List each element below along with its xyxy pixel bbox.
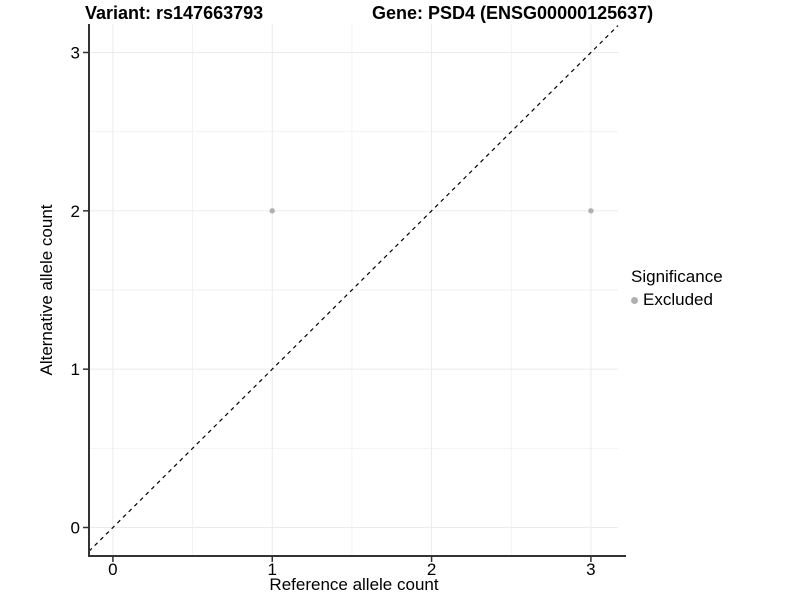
y-tick-label: 2 (71, 202, 80, 221)
plot-title-gene: Gene: PSD4 (ENSG00000125637) (372, 3, 654, 23)
legend-title: Significance (631, 267, 723, 286)
legend-item-label: Excluded (643, 290, 713, 309)
x-tick-label: 1 (268, 560, 277, 579)
identity-line (88, 25, 619, 552)
x-axis-title: Reference allele count (269, 575, 439, 594)
x-tick-label: 2 (427, 560, 436, 579)
y-tick-label: 1 (71, 360, 80, 379)
plot-title-variant: Variant: rs147663793 (85, 3, 264, 23)
y-tick-label: 0 (71, 519, 80, 538)
x-tick-label: 0 (108, 560, 117, 579)
y-axis-title: Alternative allele count (37, 204, 56, 376)
excluded-point-swatch (631, 296, 638, 304)
data-point (269, 208, 275, 214)
data-point (588, 208, 594, 214)
legend: Significance Excluded (631, 267, 723, 310)
legend-item-excluded: Excluded (631, 290, 723, 310)
x-tick-label: 3 (586, 560, 595, 579)
y-tick-label: 3 (71, 44, 80, 63)
